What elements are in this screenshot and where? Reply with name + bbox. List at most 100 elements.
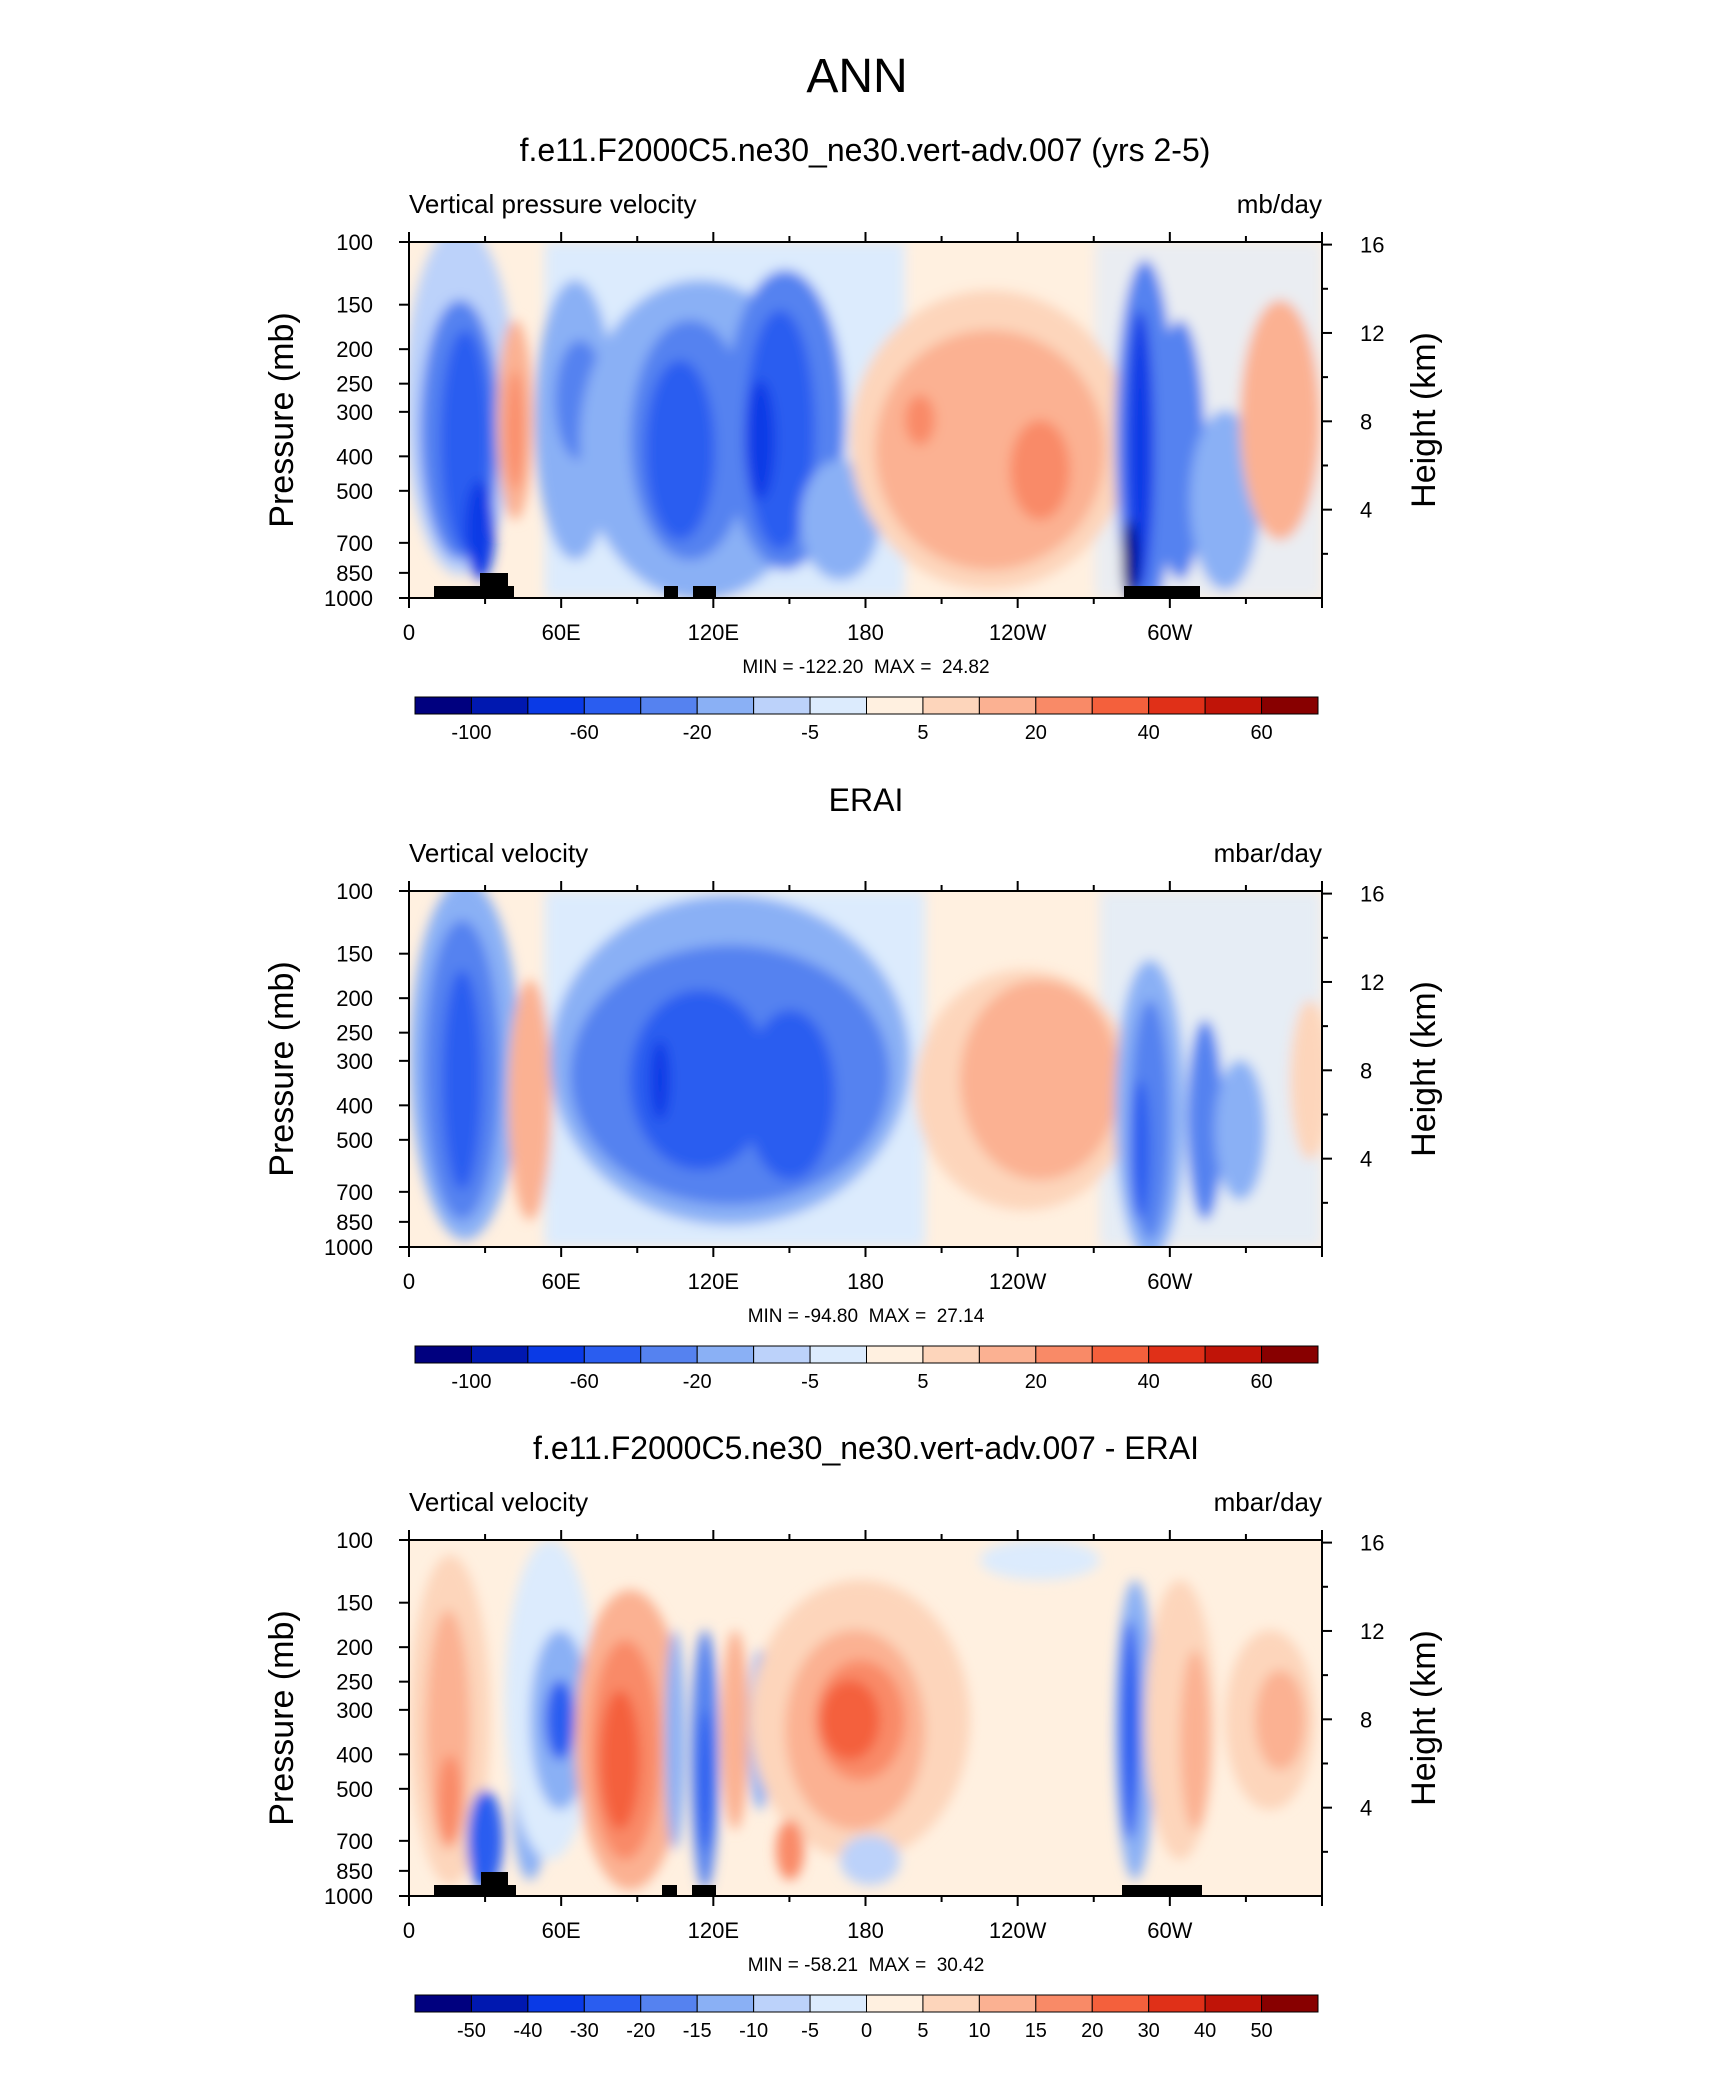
colorbar-swatch [470,1994,529,2013]
colorbar: -100 -60 -20 -5 5 20 40 60 [414,1345,1319,1393]
colorbar-swatch [640,1994,698,2013]
axis-label-left: Pressure (mb) [263,312,301,527]
colorbar-label: -5 [801,2020,819,2042]
colorbar: -100 -60 -20 -5 5 20 40 60 [414,696,1319,744]
x-tick-label: 180 [847,1269,884,1294]
min-max-stats: MIN = -94.80 MAX = 27.14 [748,1306,985,1327]
y-right-tick-label: 8 [1360,1707,1372,1732]
x-tick-label: 120W [989,1918,1047,1943]
x-tick-label: 60E [542,620,581,645]
y-tick-label: 100 [336,879,373,904]
y-tick-label: 1000 [324,586,373,611]
colorbar-swatch [809,1994,867,2013]
y-tick-label: 150 [336,293,373,318]
y-tick-label: 300 [336,1698,373,1723]
colorbar-swatch [1035,1994,1093,2013]
axis-label-left: Pressure (mb) [263,961,301,1176]
colorbar-swatch [753,696,811,715]
panel-title: f.e11.F2000C5.ne30_ne30.vert-adv.007 - E… [533,1430,1199,1466]
colorbar-swatch [1204,1994,1263,2013]
colorbar-label: 30 [1138,2020,1160,2042]
x-tick-label: 120W [989,620,1047,645]
colorbar-swatch [978,1994,1037,2013]
y-right-tick-label: 16 [1360,882,1384,907]
colorbar-swatch [1148,696,1206,715]
y-right-tick-label: 8 [1360,409,1372,434]
land-mask [434,1872,1202,1896]
colorbar-swatch [470,696,529,715]
figure-title: ANN [806,50,907,103]
colorbar-label: -5 [801,1371,819,1393]
colorbar-swatch [414,696,472,715]
y-tick-label: 100 [336,230,373,255]
contour-field [409,242,1322,598]
colorbar-swatch [1091,1994,1150,2013]
colorbar-label: 10 [968,2020,990,2042]
colorbar-swatch [1261,1994,1319,2013]
colorbar-label: 20 [1025,1371,1047,1393]
colorbar-label: -5 [801,722,819,744]
y-tick-label: 150 [336,1591,373,1616]
colorbar-swatch [1261,1345,1319,1364]
colorbar-label: 40 [1138,1371,1160,1393]
x-tick-label: 0 [403,1918,415,1943]
colorbar-label: 5 [917,722,928,744]
colorbar-swatch [922,1345,980,1364]
y-tick-label: 250 [336,372,373,397]
y-right-tick-label: 12 [1360,970,1384,995]
contour-field [409,1540,1322,1896]
colorbar-swatch [1261,696,1319,715]
y-tick-label: 1000 [324,1884,373,1909]
x-tick-label: 60W [1147,620,1192,645]
y-tick-label: 250 [336,1670,373,1695]
colorbar-label: -30 [570,2020,599,2042]
colorbar-label: -60 [570,1371,599,1393]
colorbar-label: 0 [861,2020,872,2042]
colorbar-swatch [696,1994,755,2013]
colorbar-label: -100 [451,1371,491,1393]
colorbar-swatch [414,1345,472,1364]
colorbar-label: 15 [1025,2020,1047,2042]
y-right-tick-label: 12 [1360,321,1384,346]
y-right-tick-label: 8 [1360,1058,1372,1083]
colorbar-label: 20 [1025,722,1047,744]
x-tick-label: 60W [1147,1269,1192,1294]
colorbar-label: 40 [1138,722,1160,744]
y-right-tick-label: 12 [1360,1619,1384,1644]
y-tick-label: 100 [336,1528,373,1553]
colorbar-label: -50 [457,2020,486,2042]
y-tick-label: 700 [336,1829,373,1854]
y-tick-label: 250 [336,1021,373,1046]
colorbar-swatch [470,1345,529,1364]
colorbar-swatch [527,1345,585,1364]
y-right-tick-label: 16 [1360,1531,1384,1556]
colorbar-label: -40 [513,2020,542,2042]
colorbar-swatch [978,1345,1037,1364]
contour-field [409,891,1322,1247]
axis-label-left: Pressure (mb) [263,1610,301,1825]
colorbar-swatch [866,696,924,715]
colorbar-label: 50 [1250,2020,1272,2042]
y-tick-label: 850 [336,1210,373,1235]
land-mask [434,573,1200,598]
y-tick-label: 150 [336,942,373,967]
colorbar-label: 40 [1194,2020,1216,2042]
colorbar-swatch [1148,1994,1206,2013]
y-tick-label: 850 [336,561,373,586]
y-tick-label: 400 [336,1093,373,1118]
panel-model: f.e11.F2000C5.ne30_ne30.vert-adv.007 (yr… [263,132,1443,744]
axis-label-right: Height (km) [1405,981,1443,1157]
y-tick-label: 200 [336,986,373,1011]
colorbar-swatch [583,1345,642,1364]
colorbar-swatch [753,1994,811,2013]
y-tick-label: 500 [336,479,373,504]
colorbar-swatch [1035,696,1093,715]
min-max-stats: MIN = -58.21 MAX = 30.42 [748,1955,985,1976]
y-tick-label: 700 [336,1180,373,1205]
panel-title: f.e11.F2000C5.ne30_ne30.vert-adv.007 (yr… [520,132,1211,168]
y-right-tick-label: 4 [1360,498,1372,523]
axes: 0 60E 120E 180 120W 60W 100 150 200 250 300 400 500 7… [324,230,1384,645]
panel-difference: f.e11.F2000C5.ne30_ne30.vert-adv.007 - E… [263,1430,1443,2042]
axis-label-right: Height (km) [1405,1630,1443,1806]
